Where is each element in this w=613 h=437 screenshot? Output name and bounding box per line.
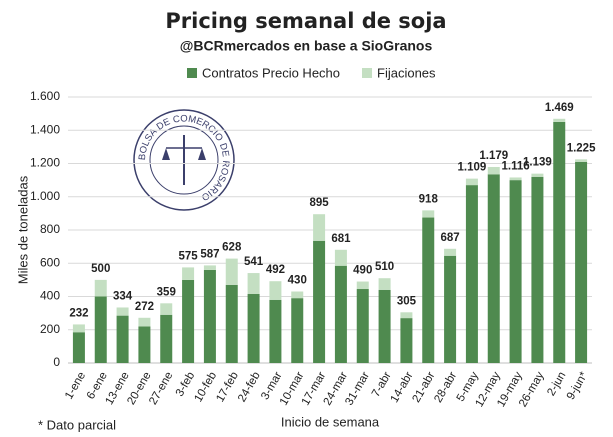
total-label: 500: [91, 263, 110, 275]
bar-segment: [487, 174, 500, 363]
total-label: 510: [375, 261, 394, 273]
bar-segment: [444, 248, 457, 256]
bar-segment: [356, 289, 369, 363]
bar-segment: [94, 296, 107, 363]
total-label: 430: [288, 275, 307, 287]
bar-segment: [203, 269, 216, 363]
bar-segment: [400, 312, 413, 319]
bar-segment: [487, 166, 500, 175]
y-tick-label: 1.600: [30, 89, 60, 103]
y-tick-label: 1.200: [30, 156, 60, 170]
bar-segment: [444, 255, 457, 363]
y-tick-label: 800: [40, 222, 60, 236]
bar-segment: [575, 161, 588, 363]
bar-segment: [291, 291, 304, 299]
bar-segment: [400, 318, 413, 363]
bar-segment: [225, 258, 238, 285]
y-tick-label: 1.000: [30, 189, 60, 203]
total-label: 1.109: [458, 162, 487, 174]
total-label: 1.225: [567, 142, 596, 154]
total-label: 628: [222, 242, 242, 254]
chart-subtitle: @BCRmercados en base a SioGranos: [180, 38, 433, 54]
total-label: 272: [135, 301, 154, 313]
x-tick-label: 1-ene: [63, 370, 88, 401]
bar-segment: [509, 180, 522, 363]
bar-segment: [356, 281, 369, 290]
legend-label: Fijaciones: [377, 65, 436, 80]
bar-segment: [182, 279, 195, 363]
x-tick-label: 28-abr: [432, 370, 459, 405]
bar-segment: [160, 314, 173, 363]
bar-segment: [225, 284, 238, 363]
x-tick-label: 24-feb: [236, 370, 263, 404]
y-tick-label: 600: [40, 255, 60, 269]
total-label: 541: [244, 256, 264, 268]
logo-scales: [162, 148, 206, 160]
y-tick-label: 400: [40, 289, 60, 303]
bar-segment: [531, 173, 544, 177]
bar-segment: [94, 279, 107, 297]
bar-segment: [313, 240, 326, 363]
total-label: 490: [353, 265, 372, 277]
bar-segment: [247, 273, 260, 295]
total-label: 305: [397, 295, 417, 307]
total-label: 687: [440, 232, 459, 244]
bar-segment: [138, 326, 151, 363]
total-label: 587: [200, 248, 219, 260]
bar-segment: [509, 177, 522, 181]
total-label: 1.179: [479, 150, 508, 162]
total-label: 334: [113, 291, 133, 303]
total-label: 918: [419, 193, 439, 205]
bar-segment: [422, 217, 435, 363]
bar-segment: [575, 159, 588, 162]
bar-segment: [72, 324, 85, 333]
total-label: 895: [309, 197, 329, 209]
bar-segment: [269, 281, 282, 300]
bar-segment: [116, 307, 129, 316]
total-label: 232: [69, 307, 88, 319]
total-label: 1.469: [545, 102, 574, 114]
x-axis-title: Inicio de semana: [281, 414, 380, 429]
total-label: 1.139: [523, 157, 552, 169]
logo-ring: [149, 125, 219, 195]
y-tick-label: 0: [53, 355, 60, 369]
note: * Dato parcial: [38, 417, 116, 432]
bar-segment: [334, 249, 347, 266]
legend-swatch: [187, 68, 197, 78]
bar-segment: [72, 332, 85, 363]
bar-segment: [378, 278, 391, 290]
bar-segment: [553, 118, 566, 122]
bar-segment: [531, 176, 544, 363]
bar-segment: [553, 121, 566, 363]
logo: BOLSA DE COMERCIO DE ROSARIO: [133, 109, 235, 211]
y-tick-label: 200: [40, 322, 60, 336]
bar-segment: [247, 294, 260, 363]
bar-segment: [203, 265, 216, 270]
y-axis-title: Miles de toneladas: [15, 175, 30, 284]
x-tick-label: 9-jun*: [565, 370, 591, 402]
y-tick-label: 1.400: [30, 122, 60, 136]
bar-segment: [334, 265, 347, 363]
legend-swatch: [362, 68, 373, 78]
total-label: 575: [178, 250, 198, 262]
bar-segment: [116, 315, 129, 363]
bar-segment: [465, 185, 478, 363]
bar-segment: [160, 303, 173, 315]
bar-segment: [182, 267, 195, 280]
bar-segment: [422, 210, 435, 218]
legend-label: Contratos Precio Hecho: [202, 65, 340, 80]
bar-segment: [138, 317, 151, 327]
bar-segment: [378, 289, 391, 363]
total-label: 359: [157, 286, 176, 298]
total-label: 1.116: [502, 160, 530, 172]
total-label: 492: [266, 264, 285, 276]
bar-segment: [269, 299, 282, 363]
bar-segment: [313, 214, 326, 241]
chart-title: Pricing semanal de soja: [165, 9, 446, 33]
bar-segment: [465, 178, 478, 186]
total-label: 681: [331, 233, 351, 245]
bar-segment: [291, 298, 304, 363]
